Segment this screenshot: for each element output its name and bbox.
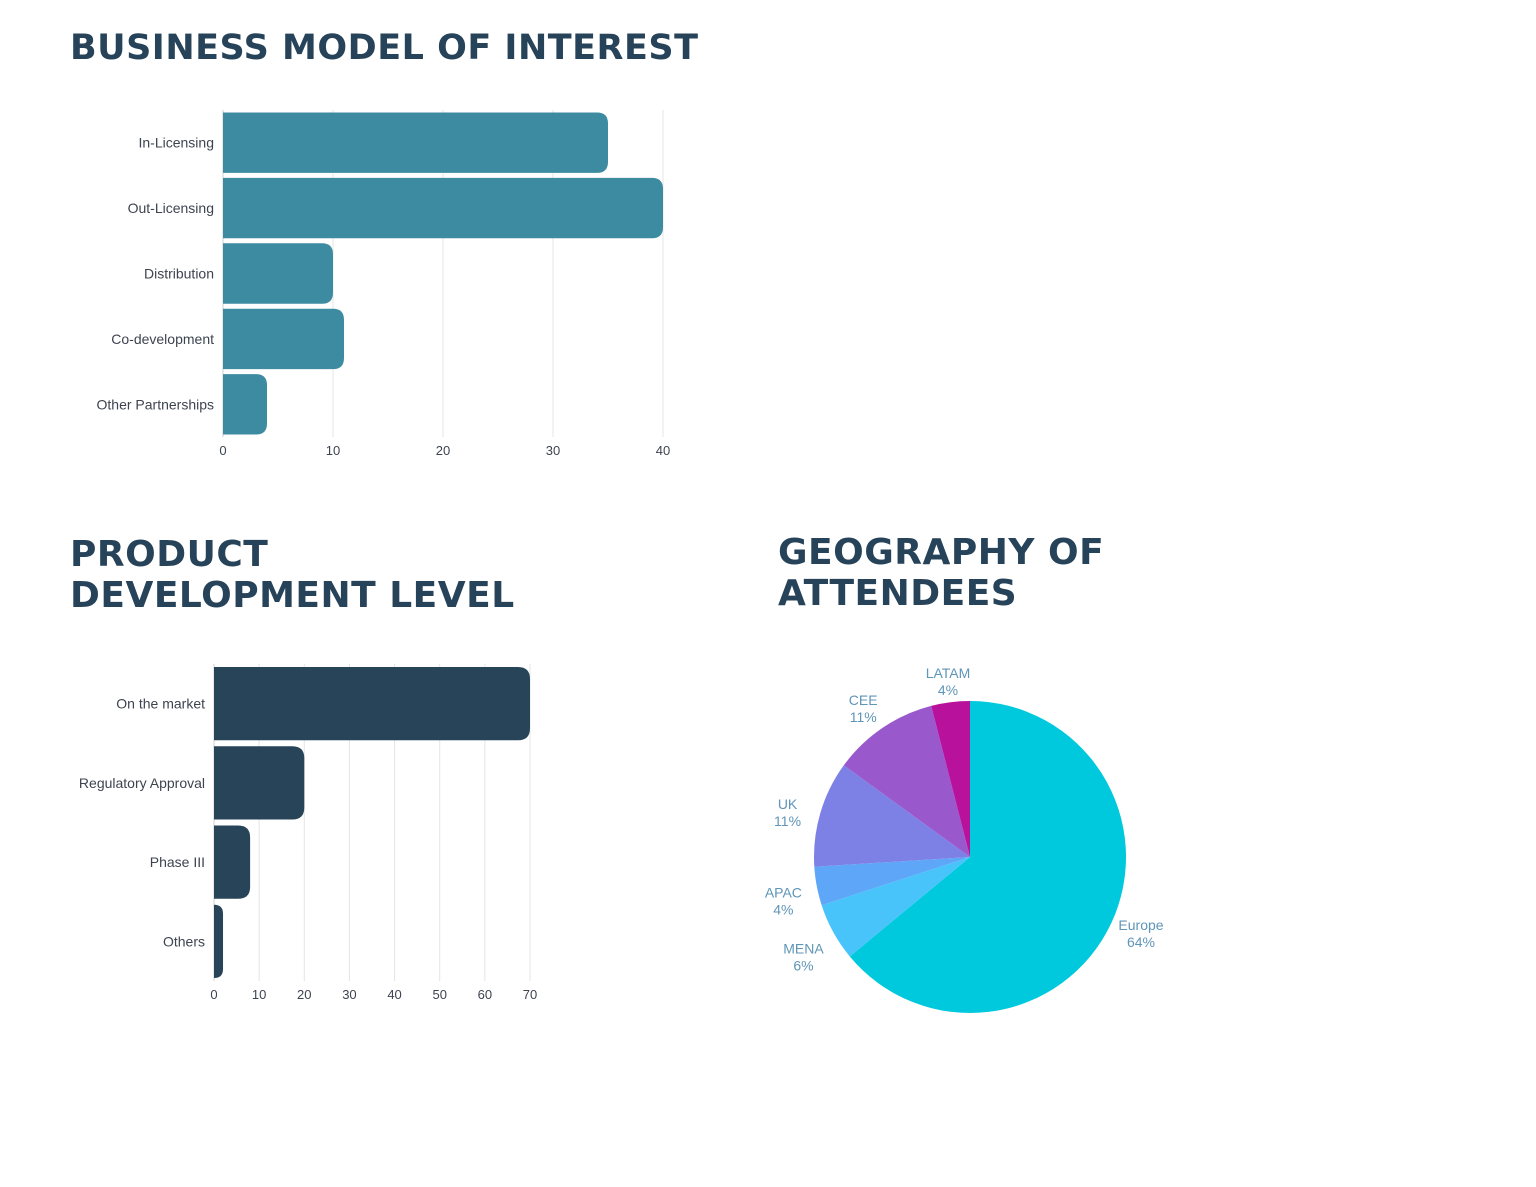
- pie-label-value: 64%: [1127, 934, 1155, 950]
- category-label: Regulatory Approval: [79, 775, 205, 791]
- pie-label-value: 4%: [938, 682, 958, 698]
- bar: [223, 308, 344, 370]
- bar: [214, 746, 305, 820]
- bar: [214, 667, 530, 741]
- bar: [223, 177, 663, 239]
- category-label: In-Licensing: [139, 135, 215, 151]
- x-tick-label: 40: [656, 443, 670, 458]
- geography-title: GEOGRAPHY OF ATTENDEES: [778, 532, 1105, 614]
- pie-slice: [814, 765, 970, 867]
- product-development-title: PRODUCT DEVELOPMENT LEVEL: [70, 534, 515, 616]
- category-label: Out-Licensing: [128, 200, 214, 216]
- category-label: Others: [163, 933, 205, 949]
- x-tick-label: 60: [478, 987, 492, 1002]
- bar: [223, 112, 608, 173]
- x-tick-label: 30: [546, 443, 560, 458]
- x-tick-label: 30: [342, 987, 356, 1002]
- business-model-title: BUSINESS MODEL OF INTEREST: [70, 28, 699, 68]
- pie-label-name: LATAM: [926, 665, 971, 681]
- category-label: On the market: [116, 696, 205, 712]
- bar: [214, 825, 251, 899]
- x-tick-label: 20: [436, 443, 450, 458]
- pie-label-name: APAC: [765, 885, 802, 901]
- category-label: Distribution: [144, 266, 214, 282]
- pie-slice: [843, 705, 970, 857]
- category-label: Co-development: [111, 331, 214, 347]
- bar: [223, 243, 333, 304]
- bar: [223, 374, 267, 435]
- pie-label-value: 6%: [793, 958, 813, 974]
- x-tick-label: 10: [252, 987, 266, 1002]
- bar: [214, 904, 224, 978]
- x-tick-label: 0: [219, 443, 226, 458]
- pie-slice: [931, 701, 970, 857]
- x-tick-label: 70: [523, 987, 537, 1002]
- x-tick-label: 20: [297, 987, 311, 1002]
- pie-slice: [849, 701, 1126, 1013]
- x-tick-label: 40: [387, 987, 401, 1002]
- pie-label-value: 11%: [850, 709, 877, 725]
- pie-slice: [814, 857, 970, 906]
- pie-label-name: Europe: [1118, 917, 1163, 933]
- category-label: Other Partnerships: [97, 396, 215, 412]
- x-tick-label: 50: [432, 987, 446, 1002]
- x-tick-label: 0: [210, 987, 217, 1002]
- pie-label-name: CEE: [849, 692, 878, 708]
- pie-label-value: 4%: [773, 902, 793, 918]
- pie-label-name: MENA: [783, 941, 824, 957]
- x-tick-label: 10: [326, 443, 340, 458]
- category-label: Phase III: [150, 854, 205, 870]
- pie-label-value: 11%: [774, 813, 801, 829]
- pie-slice: [821, 857, 970, 957]
- pie-label-name: UK: [778, 796, 798, 812]
